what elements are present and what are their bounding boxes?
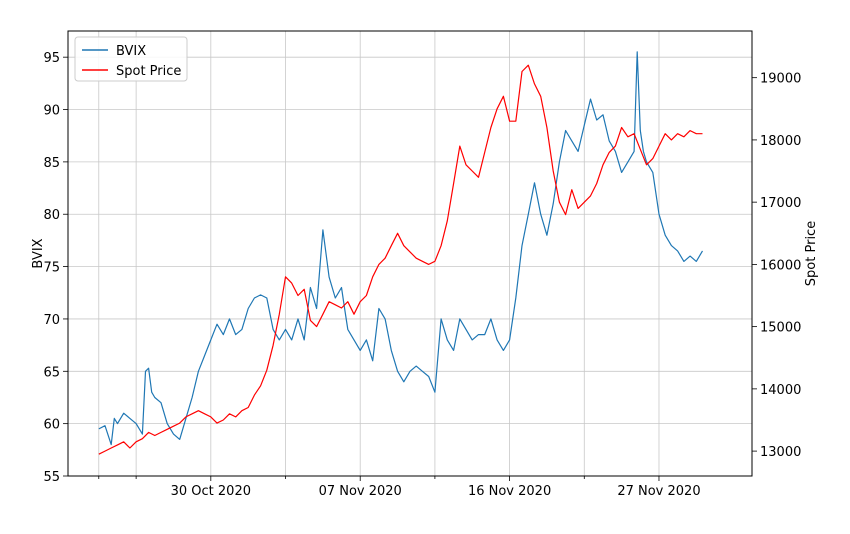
y-left-tick-label: 80 xyxy=(43,208,60,223)
y-right-tick-label: 15000 xyxy=(760,321,801,336)
legend-label: Spot Price xyxy=(116,64,181,79)
y-left-tick-label: 65 xyxy=(43,365,60,380)
y-left-tick-label: 75 xyxy=(43,261,60,276)
left-y-axis: 55 60 65 70 75 80 85 90 95 xyxy=(43,51,68,485)
right-y-axis: 13000 14000 15000 16000 17000 18000 19000 xyxy=(752,72,801,460)
y-left-tick-label: 70 xyxy=(43,313,60,328)
x-tick-label: 30 Oct 2020 xyxy=(171,484,251,499)
legend: BVIX Spot Price xyxy=(74,36,188,82)
y-left-tick-label: 55 xyxy=(43,470,60,485)
series-line-0 xyxy=(98,51,704,446)
y-right-tick-label: 13000 xyxy=(760,445,801,460)
y-left-tick-label: 95 xyxy=(43,51,60,66)
x-tick-label: 27 Nov 2020 xyxy=(617,484,700,499)
series-line-1 xyxy=(98,64,703,455)
x-tick-label: 16 Nov 2020 xyxy=(468,484,551,499)
x-tick-label: 07 Nov 2020 xyxy=(319,484,402,499)
y-left-tick-label: 85 xyxy=(43,156,60,171)
y-left-tick-label: 60 xyxy=(43,418,60,433)
y-right-tick-label: 16000 xyxy=(760,258,801,273)
series-lines xyxy=(98,51,704,455)
left-y-axis-label: BVIX xyxy=(31,238,46,268)
y-right-tick-label: 19000 xyxy=(760,72,801,87)
x-axis: 30 Oct 2020 07 Nov 2020 16 Nov 2020 27 Nov … xyxy=(98,476,701,499)
y-right-tick-label: 18000 xyxy=(760,134,801,149)
right-y-axis-label: Spot Price xyxy=(804,221,819,286)
y-left-tick-label: 90 xyxy=(43,104,60,119)
legend-label: BVIX xyxy=(116,44,146,59)
grid xyxy=(68,31,752,477)
plot-frame xyxy=(67,30,753,477)
y-right-tick-label: 14000 xyxy=(760,383,801,398)
y-right-tick-label: 17000 xyxy=(760,196,801,211)
